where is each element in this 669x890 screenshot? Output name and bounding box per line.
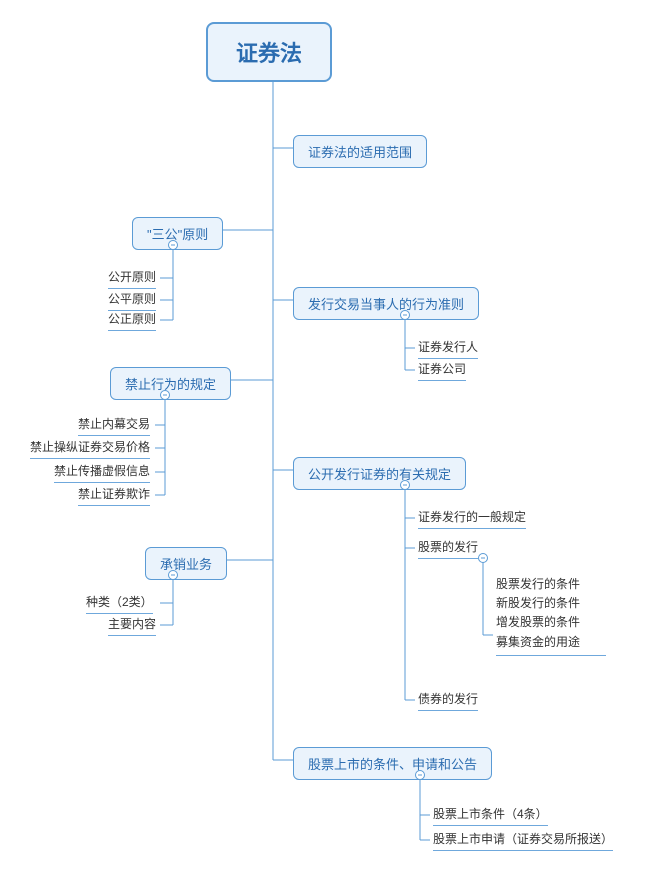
toggle-icon[interactable] [400, 310, 410, 320]
leaf-sub-2: 新股发行的条件 [496, 596, 580, 610]
node-chengxiao[interactable]: 承销业务 [145, 547, 227, 580]
leaf-bond-issue: 债券的发行 [418, 690, 478, 711]
leaf-sub-3: 增发股票的条件 [496, 615, 580, 629]
leaf-sub-1: 股票发行的条件 [496, 577, 580, 591]
toggle-icon[interactable] [415, 770, 425, 780]
toggle-icon[interactable] [400, 480, 410, 490]
leaf-gongzheng: 公正原则 [108, 310, 156, 331]
node-conduct[interactable]: 发行交易当事人的行为准则 [293, 287, 479, 320]
leaf-sub-4: 募集资金的用途 [496, 635, 580, 649]
toggle-icon[interactable] [168, 240, 178, 250]
leaf-stock-issue: 股票的发行 [418, 538, 478, 559]
toggle-icon[interactable] [160, 390, 170, 400]
leaf-neimu: 禁止内幕交易 [78, 415, 150, 436]
leaf-xujia: 禁止传播虚假信息 [54, 462, 150, 483]
leaf-qizha: 禁止证券欺诈 [78, 485, 150, 506]
leaf-stock-sub: 股票发行的条件 新股发行的条件 增发股票的条件 募集资金的用途 [496, 575, 606, 656]
node-public-issue[interactable]: 公开发行证券的有关规定 [293, 457, 466, 490]
node-scope[interactable]: 证券法的适用范围 [293, 135, 427, 168]
leaf-company: 证券公司 [418, 360, 466, 381]
leaf-issuer: 证券发行人 [418, 338, 478, 359]
toggle-icon[interactable] [168, 570, 178, 580]
leaf-gongping: 公平原则 [108, 290, 156, 311]
leaf-listing-cond: 股票上市条件（4条） [433, 805, 548, 826]
leaf-zhonglei: 种类（2类） [86, 593, 153, 614]
node-jinzhi[interactable]: 禁止行为的规定 [110, 367, 231, 400]
toggle-icon[interactable] [478, 553, 488, 563]
root-node[interactable]: 证券法 [206, 22, 332, 82]
leaf-neirong: 主要内容 [108, 615, 156, 636]
leaf-general: 证券发行的一般规定 [418, 508, 526, 529]
leaf-gongkai: 公开原则 [108, 268, 156, 289]
node-listing[interactable]: 股票上市的条件、申请和公告 [293, 747, 492, 780]
leaf-caozong: 禁止操纵证券交易价格 [30, 438, 150, 459]
leaf-listing-apply: 股票上市申请（证券交易所报送） [433, 830, 613, 851]
